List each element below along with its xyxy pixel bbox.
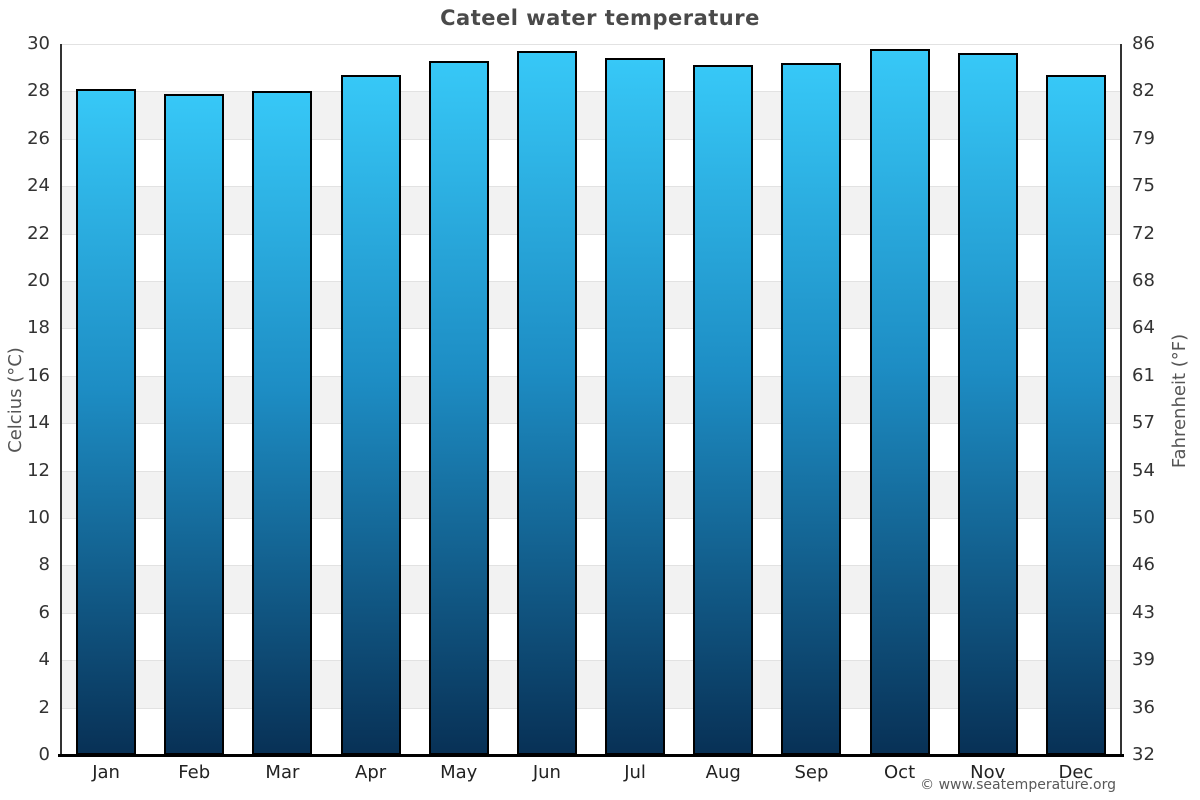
- y-tick-fahrenheit: 68: [1132, 270, 1155, 291]
- x-tick-may: May: [440, 762, 478, 783]
- bar-jul: [605, 58, 666, 755]
- y-tick-fahrenheit: 50: [1132, 507, 1155, 528]
- y-tick-fahrenheit: 57: [1132, 412, 1155, 434]
- y-tick-fahrenheit: 36: [1132, 696, 1155, 718]
- bar-oct: [869, 49, 930, 755]
- y-tick-fahrenheit: 72: [1132, 222, 1155, 244]
- plot-band: [62, 612, 1120, 661]
- y-tick-fahrenheit: 46: [1132, 554, 1155, 576]
- bar-mar: [252, 91, 313, 755]
- y-tick-fahrenheit: 64: [1132, 317, 1155, 339]
- plot-band: [62, 660, 1120, 708]
- y-tick-celsius: 14: [27, 412, 50, 434]
- y-tick-fahrenheit: 54: [1132, 459, 1155, 481]
- x-tick-jun: Jun: [532, 762, 561, 783]
- plot-band: [62, 518, 1120, 566]
- gridline: [62, 660, 1120, 662]
- y-tick-celsius: 16: [27, 364, 50, 386]
- y-tick-fahrenheit: 75: [1132, 175, 1155, 197]
- plot-band: [62, 707, 1120, 755]
- gridline: [62, 707, 1120, 709]
- x-tick-mar: Mar: [265, 762, 300, 783]
- bar-jan: [76, 89, 137, 755]
- plot-area: [62, 44, 1120, 755]
- gridline: [62, 565, 1120, 567]
- y-axis-title-fahrenheit: Fahrenheit (°F): [1169, 333, 1190, 469]
- y-tick-celsius: 24: [27, 175, 50, 197]
- bar-feb: [164, 94, 225, 755]
- x-tick-sep: Sep: [794, 762, 829, 783]
- x-tick-oct: Oct: [884, 762, 916, 783]
- gridline: [62, 612, 1120, 614]
- y-tick-celsius: 28: [27, 80, 50, 102]
- y-axis-line-right: [1120, 44, 1122, 755]
- plot-band: [62, 423, 1120, 471]
- plot-band: [62, 44, 1120, 92]
- plot-band: [62, 233, 1120, 281]
- y-tick-fahrenheit: 82: [1132, 80, 1155, 102]
- x-tick-nov: Nov: [970, 762, 1006, 783]
- y-tick-fahrenheit: 39: [1132, 649, 1155, 671]
- plot-band: [62, 470, 1120, 518]
- bar-jun: [516, 51, 577, 755]
- bar-sep: [781, 63, 842, 755]
- gridline: [62, 328, 1120, 330]
- x-tick-aug: Aug: [705, 762, 741, 783]
- x-tick-dec: Dec: [1058, 762, 1094, 783]
- plot-band: [62, 328, 1120, 376]
- gridline: [62, 375, 1120, 377]
- gridline: [62, 518, 1120, 519]
- bar-nov: [957, 53, 1018, 755]
- bar-may: [428, 61, 489, 755]
- chart-title: Cateel water temperature: [440, 6, 760, 30]
- y-tick-celsius: 8: [38, 554, 50, 576]
- y-axis-title-celsius: Celcius (°C): [5, 347, 26, 453]
- bar-dec: [1045, 75, 1106, 755]
- y-tick-celsius: 0: [38, 744, 50, 765]
- gridline: [62, 138, 1120, 140]
- gridline: [62, 470, 1120, 472]
- bar-aug: [693, 65, 754, 755]
- y-tick-celsius: 20: [27, 270, 50, 291]
- y-tick-celsius: 6: [38, 601, 50, 623]
- gridline: [62, 281, 1120, 282]
- y-tick-fahrenheit: 43: [1132, 601, 1155, 623]
- plot-band: [62, 281, 1120, 329]
- y-tick-celsius: 26: [27, 127, 50, 149]
- y-tick-fahrenheit: 79: [1132, 127, 1155, 149]
- gridline: [62, 186, 1120, 188]
- x-axis-line: [58, 754, 1124, 757]
- y-tick-celsius: 2: [38, 696, 50, 718]
- plot-band: [62, 186, 1120, 234]
- y-tick-celsius: 30: [27, 33, 50, 54]
- plot-band: [62, 565, 1120, 613]
- footer-credit: © www.seatemperature.org: [920, 777, 1116, 793]
- plot-band: [62, 91, 1120, 139]
- x-tick-jan: Jan: [92, 762, 120, 783]
- y-tick-fahrenheit: 61: [1132, 364, 1155, 386]
- gridline: [62, 44, 1120, 45]
- y-axis-line-left: [60, 44, 62, 755]
- gridline: [62, 233, 1120, 235]
- y-tick-celsius: 4: [38, 649, 50, 671]
- x-tick-apr: Apr: [355, 762, 387, 783]
- x-tick-jul: Jul: [624, 762, 646, 783]
- plot-band: [62, 138, 1120, 187]
- y-tick-celsius: 18: [27, 317, 50, 339]
- y-tick-celsius: 22: [27, 222, 50, 244]
- y-tick-fahrenheit: 86: [1132, 33, 1155, 54]
- y-tick-celsius: 10: [27, 507, 50, 528]
- y-tick-celsius: 12: [27, 459, 50, 481]
- gridline: [62, 91, 1120, 93]
- gridline: [62, 423, 1120, 425]
- y-tick-fahrenheit: 32: [1132, 744, 1155, 765]
- plot-band: [62, 375, 1120, 424]
- x-tick-feb: Feb: [178, 762, 211, 783]
- bar-apr: [340, 75, 401, 755]
